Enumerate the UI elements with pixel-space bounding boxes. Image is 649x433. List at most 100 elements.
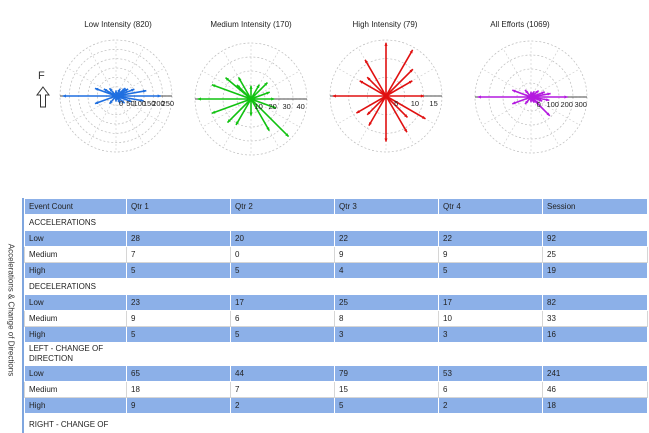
table-cell: 18 [542, 397, 648, 414]
table-cell: 5 [126, 262, 231, 279]
table-cell: 2 [438, 397, 543, 414]
table-cell: 18 [126, 381, 231, 398]
polar-vector-head [367, 111, 371, 115]
polar-vector-head [420, 94, 424, 98]
table-cell: 6 [438, 381, 543, 398]
polar-vector-head [408, 80, 413, 84]
polar-spoke [530, 96, 560, 146]
polar-vector-head [109, 88, 113, 92]
section-title-cell: ACCELERATIONS [24, 214, 127, 231]
polar-vector-head [365, 59, 369, 64]
polar-vector-head [236, 121, 239, 125]
section-title-cell: LEFT - CHANGE OF DIRECTION [24, 342, 127, 366]
polar-title-medium: Medium Intensity (170) [210, 20, 292, 29]
polar-vector-head [356, 110, 360, 114]
polar-vector-head [266, 91, 270, 95]
polar-vector-head [238, 77, 242, 81]
polar-vector-head [114, 90, 118, 94]
polar-spoke [250, 70, 300, 100]
polar-spoke [502, 48, 532, 98]
table-cell: 23 [126, 294, 231, 311]
table-header-cell: Qtr 4 [438, 198, 543, 215]
polar-vector [250, 91, 271, 100]
polar-vector-head [103, 89, 108, 92]
polar-vector-head [249, 85, 253, 89]
polar-vector-head [285, 133, 289, 137]
table-cell: 17 [230, 294, 335, 311]
polar-vector-head [225, 77, 229, 81]
table-cell: 10 [438, 310, 543, 327]
polar-vector [385, 49, 414, 97]
polar-spoke [115, 95, 165, 125]
table-cell: 4 [334, 262, 439, 279]
polar-title-low: Low Intensity (820) [84, 20, 152, 29]
polar-vector-head [531, 91, 535, 95]
polar-vector-head [403, 128, 407, 133]
polar-vector-head [140, 98, 144, 102]
polar-vector-head [266, 127, 270, 131]
table-header-cell: Qtr 1 [126, 198, 231, 215]
polar-vector-head [512, 89, 516, 93]
polar-ring-label: 0 [119, 99, 123, 108]
polar-vector [364, 59, 387, 97]
table-cell: 17 [438, 294, 543, 311]
polar-vector-head [272, 105, 276, 109]
polar-chart-2: 5 10 15 [329, 39, 443, 153]
axis-label-f: F [38, 70, 45, 82]
polar-vector-head [121, 99, 125, 104]
table-cell: 65 [126, 365, 231, 382]
polar-vector-head [409, 69, 413, 73]
polar-vector-head [547, 92, 551, 96]
polar-ring-label: 50 [126, 99, 134, 108]
table-cell: 46 [542, 381, 648, 398]
table-cell: Medium [24, 246, 127, 263]
table-cell: High [24, 262, 127, 279]
table-cell: 7 [126, 246, 231, 263]
polar-vector [250, 98, 270, 132]
polar-vector-head [332, 94, 336, 98]
table-cell: 5 [126, 326, 231, 343]
polar-vector [366, 76, 387, 97]
table-cell: 15 [334, 381, 439, 398]
polar-vector-head [236, 84, 241, 89]
polar-ring-label: 10 [411, 99, 419, 108]
polar-chart-3: 0 100 200 300 [474, 40, 588, 154]
table-cell: 9 [334, 246, 439, 263]
table-cell: 3 [334, 326, 439, 343]
polar-vector-head [109, 100, 113, 104]
polar-spoke [202, 98, 252, 128]
polar-vector [211, 98, 252, 114]
polar-vector [115, 95, 144, 102]
polar-vector-head [117, 99, 121, 104]
polar-spoke [87, 47, 117, 97]
table-section-row: ACCELERATIONS [24, 214, 648, 231]
polar-ring-label: 300 [574, 100, 587, 109]
table-row: Medium 9 6 8 10 33 [24, 310, 648, 327]
table-header-row: Event Count Qtr 1 Qtr 2 Qtr 3 Qtr 4 Session [24, 198, 648, 215]
table-row: High 5 5 4 5 19 [24, 262, 648, 279]
polar-ring-label: 15 [429, 99, 437, 108]
polar-vector-head [256, 84, 260, 89]
polar-spoke [530, 68, 580, 98]
polar-vector-head [227, 119, 231, 123]
polar-vector-head [525, 89, 529, 94]
polar-vector-head [564, 95, 568, 99]
polar-vector [235, 98, 252, 126]
polar-spoke [250, 98, 300, 128]
table-cell: 82 [542, 294, 648, 311]
table-cell: 5 [230, 326, 335, 343]
polar-vector-head [211, 84, 216, 88]
table-cell: 22 [334, 230, 439, 247]
polar-ring-label: 200 [560, 100, 573, 109]
polar-vector-head [264, 82, 268, 86]
section-filler-cell [126, 214, 648, 231]
polar-vector-head [541, 91, 545, 95]
polar-vector [250, 98, 290, 138]
table-header-cell: Event Count [24, 198, 127, 215]
polar-ring-label: 10 [255, 102, 263, 111]
polar-vector-head [197, 97, 201, 101]
section-filler-cell [126, 413, 648, 433]
table-cell: 20 [230, 230, 335, 247]
polar-spoke [530, 48, 560, 98]
polar-ring-label: 200 [152, 99, 165, 108]
